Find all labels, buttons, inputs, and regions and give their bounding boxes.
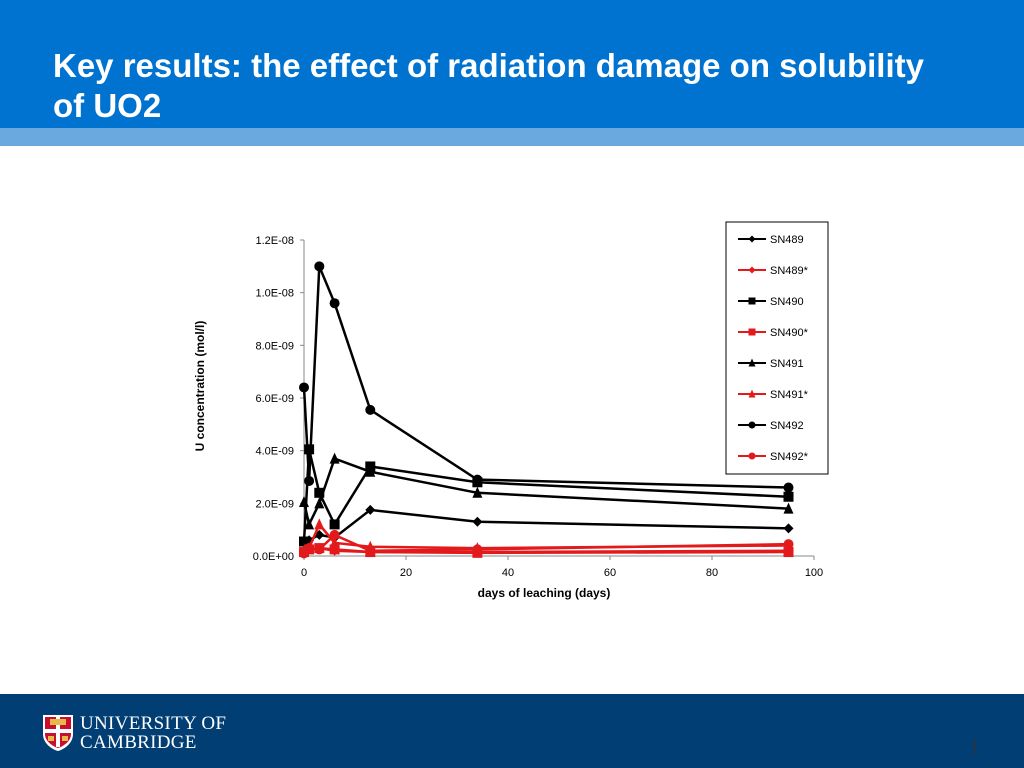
data-point-sn491-star [329,536,340,548]
data-point-sn491 [329,452,340,464]
x-tick-label: 80 [706,567,718,579]
legend-label-sn489-star: SN489* [770,265,809,277]
y-tick-label: 2.0E-09 [255,498,294,510]
data-point-sn490 [299,536,309,547]
data-point-sn490 [304,444,315,455]
x-tick-label: 60 [604,567,616,579]
data-point-sn492 [304,475,315,486]
x-tick-label: 40 [502,567,514,579]
x-tick-label: 0 [301,567,307,579]
legend-marker-sn490-star [748,328,756,336]
legend-marker-sn492-star [748,452,756,460]
data-point-sn491 [783,502,794,514]
y-axis-label: U concentration (mol/l) [193,321,207,452]
legend-label-sn491-star: SN491* [770,389,809,401]
data-point-sn492-star [365,545,376,556]
data-point-sn492 [365,404,376,415]
data-point-sn490 [329,519,340,530]
data-point-sn491 [314,497,325,509]
x-axis-label: days of leaching (days) [478,586,611,600]
y-tick-label: 1.2E-08 [255,235,294,247]
legend-label-sn492: SN492 [770,420,804,432]
legend-marker-sn491 [748,358,756,367]
data-point-sn491 [299,496,309,508]
data-point-sn492-star [472,544,483,555]
legend-label-sn489: SN489 [770,234,804,246]
data-point-sn490-star [329,544,340,555]
footer-bar [0,694,1024,768]
legend-marker-sn489-star [748,266,756,274]
data-point-sn490 [783,491,794,502]
legend-marker-sn492 [748,421,756,429]
wordmark-line1: UNIVERSITY OF [80,713,227,734]
page-number: 1 [970,736,980,758]
wordmark-line2: CAMBRIDGE [80,732,197,753]
legend-marker-sn490 [748,297,756,305]
legend-label-sn491: SN491 [770,358,804,370]
slide-title: Key results: the effect of radiation dam… [53,47,924,124]
series-line-sn491-star [303,522,789,552]
header-bar [0,0,1024,128]
data-point-sn492-star [304,543,315,554]
y-tick-label: 6.0E-09 [255,393,294,405]
data-point-sn491 [472,486,483,498]
legend-box [725,221,829,475]
y-tick-label: 8.0E-09 [255,340,294,352]
y-tick-label: 0.0E+00 [253,551,294,563]
university-wordmark: UNIVERSITY OF CAMBRIDGE [80,714,226,752]
data-point-sn492-star [314,544,325,555]
y-tick-label: 1.0E-08 [255,288,294,300]
data-point-sn492 [299,382,309,393]
data-point-sn492 [472,474,483,485]
data-point-sn492-star [783,539,794,550]
data-point-sn491 [304,518,315,530]
line-chart: 0.0E+00 2.0E-09 4.0E-09 6.0E-09 8.0E-09 1.0E-… [193,221,829,600]
data-point-sn491 [365,465,376,477]
legend-label-sn492-star: SN492* [770,451,809,463]
data-point-sn489 [472,516,483,527]
cambridge-shield-icon [43,715,73,751]
header-stripe [0,128,1024,146]
data-point-sn490-star [783,547,794,558]
data-point-sn492 [314,261,325,272]
x-tick-label: 20 [400,567,412,579]
legend-marker-sn491-star [748,389,756,398]
data-point-sn490 [314,487,325,498]
data-point-sn492-star [329,529,340,540]
y-tick-label: 4.0E-09 [255,446,294,458]
data-point-sn492 [329,298,340,309]
chart-container: 0.0E+00 2.0E-09 4.0E-09 6.0E-09 8.0E-09 1.0E-… [180,210,840,610]
data-point-sn492 [783,482,794,493]
legend-label-sn490: SN490 [770,296,804,308]
legend-label-sn490-star: SN490* [770,327,809,339]
data-point-sn489 [783,523,794,534]
legend-marker-sn489 [748,235,756,243]
data-point-sn489 [365,504,376,515]
data-point-sn491-star [314,518,325,530]
x-tick-label: 100 [805,567,823,579]
series-line-sn492 [302,265,789,489]
